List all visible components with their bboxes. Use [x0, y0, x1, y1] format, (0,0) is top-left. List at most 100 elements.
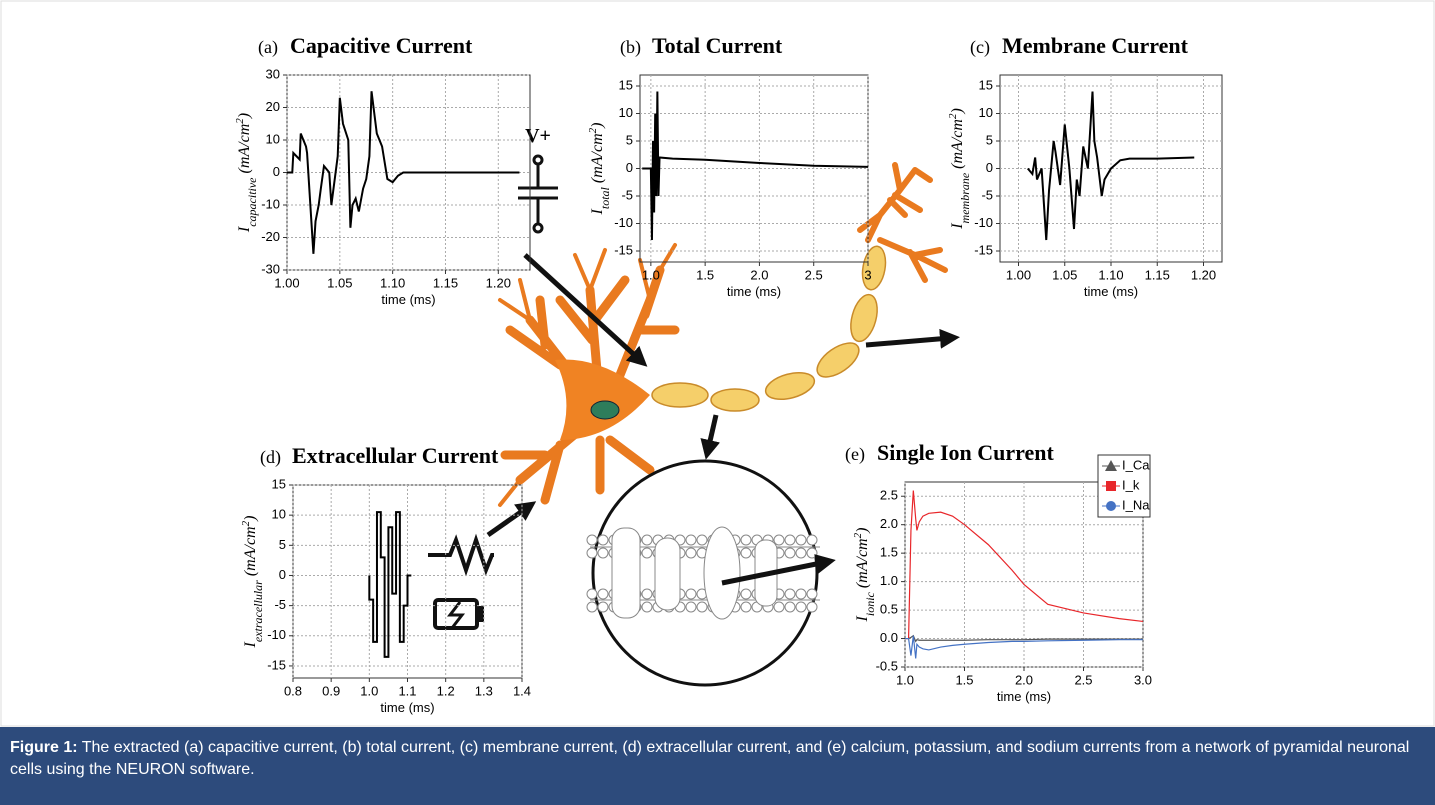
data-line — [1026, 91, 1195, 241]
y-tick-label: 20 — [266, 99, 280, 114]
x-axis-label: time (ms) — [727, 284, 781, 299]
x-tick-label: 1.15 — [1145, 267, 1170, 282]
caption-text: The extracted (a) capacitive current, (b… — [10, 739, 1410, 778]
y-axis-label-part: I — [854, 615, 871, 622]
lipid-head — [586, 547, 598, 559]
y-tick-label: -10 — [974, 215, 993, 230]
lipid-head — [795, 588, 807, 600]
chart-title: Extracellular Current — [292, 443, 499, 468]
x-tick-label: 2.0 — [1015, 672, 1033, 687]
y-axis-label-part: 2 — [852, 532, 864, 538]
lipid-head — [740, 601, 752, 613]
x-axis-label: time (ms) — [380, 700, 434, 715]
y-tick-label: 15 — [272, 476, 286, 491]
x-tick-label: 1.10 — [1098, 267, 1123, 282]
x-tick-label: 3.0 — [1134, 672, 1152, 687]
lipid-head — [597, 601, 609, 613]
y-tick-label: 0 — [279, 567, 286, 582]
x-tick-label: 1.00 — [1006, 267, 1031, 282]
y-axis-label-part: 2 — [240, 520, 252, 526]
y-tick-label: 5 — [986, 132, 993, 147]
y-axis-label-part: total — [598, 186, 612, 209]
y-tick-label: -5 — [981, 187, 993, 202]
y-axis-label-part: 2 — [947, 113, 959, 119]
x-tick-label: 3 — [864, 267, 871, 282]
y-axis-label: Imembrane (mA/cm2) — [947, 108, 972, 230]
data-line — [642, 91, 869, 241]
y-tick-label: -20 — [261, 229, 280, 244]
y-tick-label: 30 — [266, 66, 280, 81]
y-tick-label: 0.5 — [880, 602, 898, 617]
x-tick-label: 1.00 — [274, 275, 299, 290]
y-axis-label-part: capacitive — [245, 177, 259, 227]
membrane — [586, 526, 820, 620]
lipid-head — [784, 601, 796, 613]
caption-label: Figure 1: — [10, 739, 78, 756]
x-tick-label: 1.20 — [486, 275, 511, 290]
y-axis-label-part: I — [242, 641, 259, 648]
y-axis-label-part: (mA/cm — [854, 538, 871, 588]
y-tick-label: -0.5 — [876, 658, 898, 673]
panel-label: (b) — [620, 37, 641, 58]
y-tick-label: -15 — [267, 657, 286, 672]
lipid-head — [597, 547, 609, 559]
x-tick-label: 2.5 — [1074, 672, 1092, 687]
y-axis-label-part: membrane — [958, 172, 972, 223]
y-axis-label-part: ) — [854, 528, 871, 534]
lipid-head — [740, 534, 752, 546]
x-tick-label: 0.8 — [284, 683, 302, 698]
chart-title: Single Ion Current — [877, 440, 1055, 465]
y-axis-label-part: 2 — [234, 118, 246, 124]
y-tick-label: 10 — [619, 105, 633, 120]
x-tick-label: 1.2 — [437, 683, 455, 698]
x-tick-label: 1.5 — [955, 672, 973, 687]
lipid-head — [696, 601, 708, 613]
legend-marker — [1106, 501, 1116, 511]
x-tick-label: 1.0 — [360, 683, 378, 698]
lipid-head — [806, 601, 818, 613]
y-axis-label-part: ionic — [863, 591, 877, 616]
y-tick-label: 0 — [986, 160, 993, 175]
lipid-head — [795, 534, 807, 546]
nucleus — [590, 400, 620, 420]
lipid-head — [784, 588, 796, 600]
lipid-head — [597, 588, 609, 600]
chart-title: Membrane Current — [1002, 33, 1189, 58]
y-tick-label: -10 — [261, 196, 280, 211]
data-line — [287, 91, 520, 254]
x-tick-label: 0.9 — [322, 683, 340, 698]
x-tick-label: 2.0 — [750, 267, 768, 282]
y-tick-label: 0 — [273, 164, 280, 179]
y-tick-label: -15 — [974, 242, 993, 257]
y-axis-label: Icapacitive (mA/cm2) — [234, 113, 259, 233]
lipid-head — [685, 601, 697, 613]
lipid-head — [696, 534, 708, 546]
y-axis-label-part: ) — [236, 113, 253, 119]
chart-title: Capacitive Current — [290, 33, 473, 58]
x-tick-label: 2.5 — [805, 267, 823, 282]
lipid-head — [685, 547, 697, 559]
x-tick-label: 1.15 — [433, 275, 458, 290]
soma — [555, 359, 650, 440]
x-tick-label: 1.0 — [896, 672, 914, 687]
y-axis-label-part: (mA/cm — [236, 124, 253, 174]
y-axis-label-part: ) — [589, 123, 606, 129]
lipid-head — [784, 547, 796, 559]
capacitor — [518, 154, 558, 234]
lipid-head — [597, 534, 609, 546]
y-tick-label: 0 — [626, 160, 633, 175]
x-axis-label: time (ms) — [1084, 284, 1138, 299]
panel-label: (a) — [258, 37, 278, 58]
lipid-head — [795, 601, 807, 613]
x-tick-label: 1.3 — [475, 683, 493, 698]
lipid-head — [641, 534, 653, 546]
lipid-head — [641, 601, 653, 613]
y-tick-label: 10 — [979, 105, 993, 120]
panel-label: (c) — [970, 37, 990, 58]
y-axis-label-part: I — [949, 223, 966, 230]
x-tick-label: 1.05 — [1052, 267, 1077, 282]
lipid-head — [740, 547, 752, 559]
lipid-head — [586, 534, 598, 546]
legend-marker — [1106, 481, 1116, 491]
